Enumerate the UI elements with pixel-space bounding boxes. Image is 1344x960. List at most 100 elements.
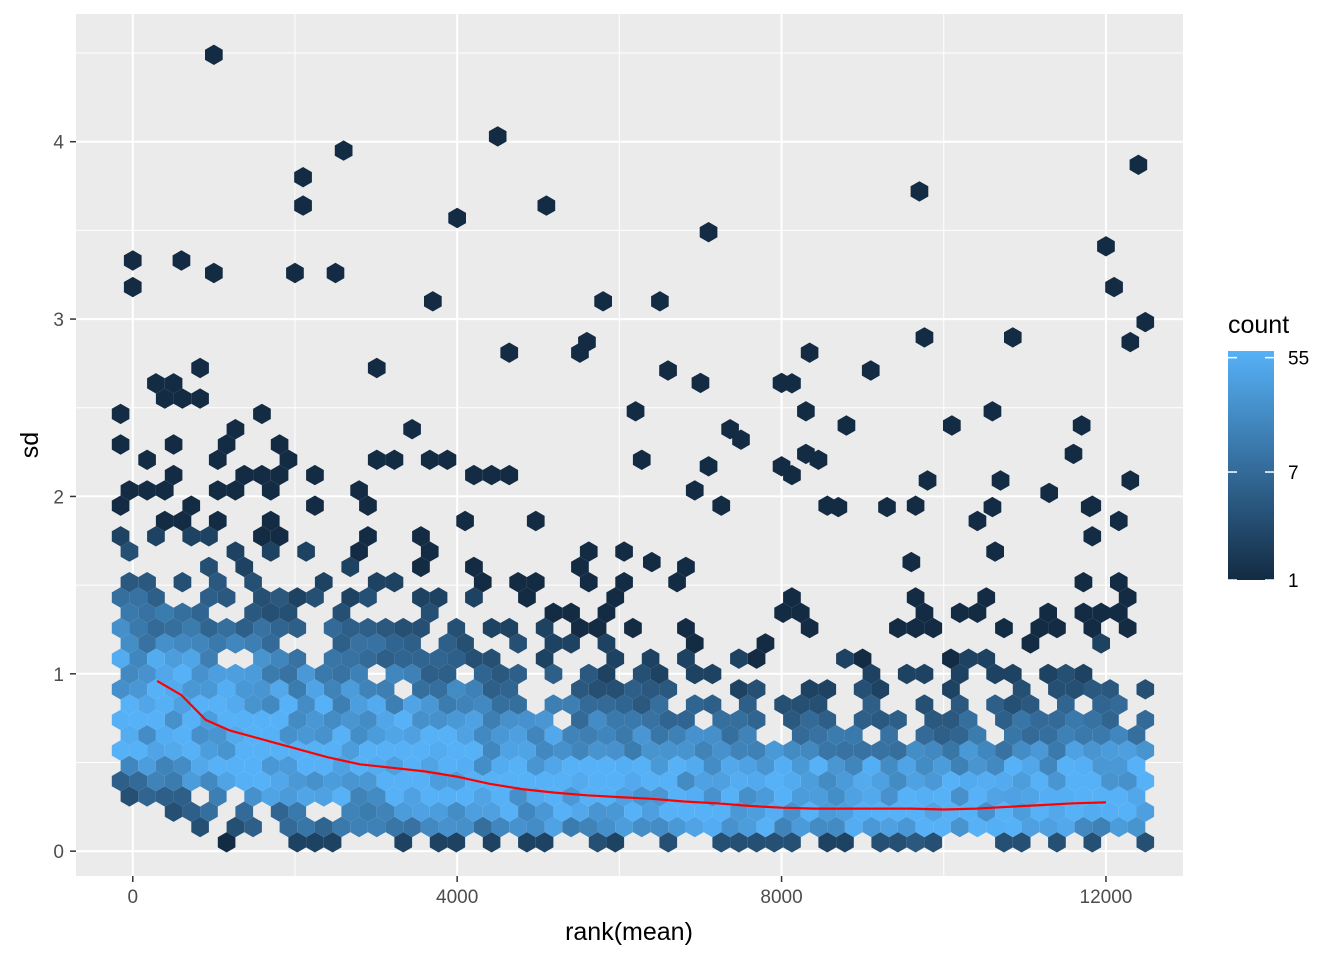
hex-cell <box>1118 770 1137 792</box>
hex-cell-outlier <box>326 262 345 284</box>
hex-cell <box>518 709 536 731</box>
hex-cell <box>217 587 236 608</box>
x-axis-title: rank(mean) <box>565 918 693 946</box>
hex-cell <box>235 679 254 700</box>
hex-cell <box>915 327 934 348</box>
hex-cell <box>235 770 254 792</box>
hex-cell-outlier <box>772 456 791 477</box>
hex-cell <box>376 740 395 761</box>
y-tick-label: 3 <box>53 310 64 331</box>
hex-cell <box>350 480 368 501</box>
hex-cell <box>791 725 810 746</box>
hex-cell <box>164 464 183 486</box>
hex-cell <box>429 801 448 822</box>
hex-cell <box>429 832 448 853</box>
hex-cell <box>120 633 139 654</box>
hex-cell <box>906 617 925 639</box>
hex-cell <box>1004 725 1022 746</box>
hex-cell <box>314 725 333 746</box>
hex-cell <box>200 770 218 792</box>
hex-cell <box>111 648 130 669</box>
hex-cell <box>1083 709 1102 731</box>
hex-cell <box>615 694 633 715</box>
hex-cell <box>403 663 421 685</box>
hex-cell <box>791 602 810 623</box>
hex-cell <box>261 541 280 562</box>
hex-cell <box>323 709 342 731</box>
hex-cell <box>332 725 351 746</box>
hex-cell <box>155 602 174 623</box>
hex-cell <box>111 526 130 547</box>
hex-cell <box>1048 832 1066 853</box>
hex-cell <box>314 694 333 715</box>
hex-cell <box>880 786 898 807</box>
hex-cell <box>111 403 130 425</box>
hex-cell <box>341 556 360 578</box>
hex-cell <box>341 587 360 608</box>
hex-cell <box>173 663 192 685</box>
hex-cell <box>535 740 554 761</box>
hex-cell <box>818 801 837 822</box>
hex-cell <box>314 663 333 685</box>
hex-cell <box>429 648 448 669</box>
hex-cell <box>730 801 748 822</box>
hex-cell <box>111 679 130 700</box>
hex-cell <box>270 434 289 455</box>
hex-cell <box>995 770 1013 792</box>
hex-cell <box>1048 801 1066 822</box>
hex-cell <box>226 541 245 562</box>
hex-cell <box>862 694 881 715</box>
hex-cell <box>173 388 192 409</box>
hex-cell <box>270 617 289 639</box>
hex-cell <box>279 786 298 807</box>
hex-cell <box>915 755 934 776</box>
hex-cell <box>800 709 819 731</box>
hex-cell <box>853 801 872 822</box>
hex-cell <box>1048 770 1066 792</box>
hex-cell <box>518 770 536 792</box>
hex-cell <box>774 602 792 623</box>
hex-cell <box>385 755 404 776</box>
hex-cell <box>456 725 474 746</box>
hex-cell <box>685 480 704 501</box>
hex-cell <box>200 556 218 578</box>
hex-cell <box>403 786 421 807</box>
hex-cell <box>1057 786 1075 807</box>
hex-cell <box>182 679 201 700</box>
hex-cell <box>1074 755 1093 776</box>
hex-cell <box>376 801 395 822</box>
hex-cell <box>1110 572 1128 593</box>
hex-cell <box>359 740 377 761</box>
hex-cell <box>518 587 536 608</box>
hex-cell <box>624 679 642 700</box>
hex-cell <box>164 801 183 822</box>
hex-cell <box>155 388 174 409</box>
hex-cell <box>862 663 881 685</box>
hex-cell <box>359 617 377 639</box>
hex-cell <box>959 801 978 822</box>
hex-cell <box>509 572 527 593</box>
hex-cell <box>306 464 324 486</box>
hex-cell <box>147 679 165 700</box>
hex-cell <box>447 709 466 731</box>
hex-cell <box>571 740 589 761</box>
hex-cell <box>624 770 642 792</box>
hex-cell <box>553 801 572 822</box>
hex-cell-outlier <box>294 195 312 216</box>
hex-cell <box>359 679 377 700</box>
hex-cell <box>730 679 748 700</box>
hex-cell-outlier <box>837 415 856 436</box>
hex-cell <box>147 587 165 608</box>
hex-cell <box>606 587 625 608</box>
hex-cell <box>217 832 236 853</box>
hex-cell <box>394 801 413 822</box>
hex-cell <box>473 694 492 715</box>
hex-cell <box>889 617 907 639</box>
hex-cell <box>1110 694 1128 715</box>
hex-cell <box>147 770 165 792</box>
hex-cell <box>1136 311 1155 333</box>
hex-cell <box>677 556 695 578</box>
hex-cell <box>836 801 854 822</box>
hex-cell <box>359 495 377 516</box>
hex-cell-outlier <box>424 291 442 312</box>
